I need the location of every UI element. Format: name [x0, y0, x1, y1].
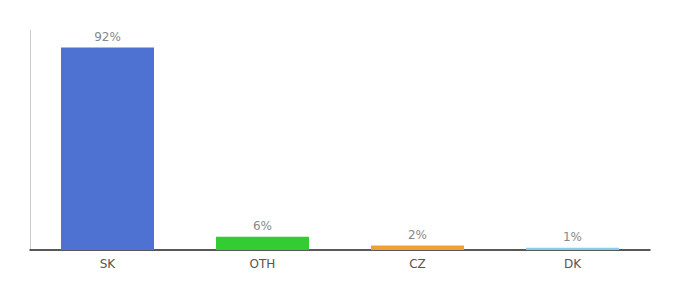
svg-text:DK: DK: [564, 257, 582, 271]
svg-text:6%: 6%: [253, 219, 272, 233]
svg-text:1%: 1%: [563, 230, 582, 244]
svg-text:SK: SK: [100, 257, 117, 271]
svg-text:CZ: CZ: [409, 257, 426, 271]
svg-text:2%: 2%: [408, 228, 427, 242]
svg-text:OTH: OTH: [250, 257, 276, 271]
svg-text:92%: 92%: [94, 30, 121, 44]
